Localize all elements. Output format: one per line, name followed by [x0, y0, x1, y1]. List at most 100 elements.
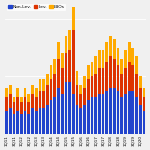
Bar	[31, 85, 34, 94]
Bar	[143, 111, 145, 134]
Bar	[50, 65, 52, 79]
Bar	[143, 97, 145, 111]
Bar	[24, 97, 26, 111]
Bar	[20, 97, 23, 102]
Bar	[46, 105, 49, 134]
Bar	[117, 65, 119, 91]
Bar	[83, 76, 86, 88]
Bar	[27, 94, 30, 102]
Bar	[57, 59, 60, 88]
Bar	[98, 68, 101, 94]
Bar	[57, 88, 60, 134]
Bar	[109, 88, 112, 134]
Bar	[91, 62, 93, 76]
Bar	[79, 94, 82, 108]
Bar	[20, 102, 23, 114]
Bar	[87, 99, 90, 134]
Bar	[105, 42, 108, 62]
Bar	[139, 76, 142, 88]
Bar	[105, 91, 108, 134]
Bar	[83, 105, 86, 134]
Bar	[39, 108, 41, 134]
Bar	[128, 42, 130, 62]
Bar	[31, 94, 34, 108]
Bar	[139, 88, 142, 105]
Bar	[117, 48, 119, 65]
Bar	[5, 111, 8, 134]
Bar	[135, 74, 138, 97]
Bar	[5, 88, 8, 97]
Bar	[91, 97, 93, 134]
Bar	[42, 91, 45, 108]
Bar	[117, 91, 119, 134]
Bar	[50, 79, 52, 99]
Bar	[72, 94, 75, 134]
Bar	[13, 114, 15, 134]
Bar	[53, 59, 56, 74]
Bar	[24, 111, 26, 134]
Bar	[13, 97, 15, 102]
Bar	[131, 91, 134, 134]
Bar	[64, 82, 67, 134]
Bar	[31, 108, 34, 134]
Bar	[13, 102, 15, 114]
Bar	[72, 30, 75, 94]
Bar	[128, 91, 130, 134]
Bar	[9, 108, 12, 134]
Bar	[42, 79, 45, 91]
Bar	[102, 68, 105, 94]
Bar	[94, 97, 97, 134]
Bar	[35, 111, 38, 134]
Bar	[9, 85, 12, 94]
Bar	[64, 36, 67, 53]
Bar	[105, 62, 108, 91]
Bar	[113, 88, 116, 134]
Bar	[53, 97, 56, 134]
Legend: Non-Lev., Lev., LBOs: Non-Lev., Lev., LBOs	[7, 4, 66, 11]
Bar	[61, 68, 64, 94]
Bar	[61, 53, 64, 68]
Bar	[68, 50, 71, 82]
Bar	[128, 62, 130, 91]
Bar	[94, 74, 97, 97]
Bar	[124, 50, 127, 68]
Bar	[139, 105, 142, 134]
Bar	[16, 111, 19, 134]
Bar	[79, 108, 82, 134]
Bar	[131, 48, 134, 65]
Bar	[50, 99, 52, 134]
Bar	[57, 42, 60, 59]
Bar	[79, 85, 82, 94]
Bar	[87, 79, 90, 99]
Bar	[143, 88, 145, 97]
Bar	[109, 56, 112, 88]
Bar	[120, 74, 123, 97]
Bar	[16, 88, 19, 97]
Bar	[16, 97, 19, 111]
Bar	[35, 97, 38, 111]
Bar	[27, 114, 30, 134]
Bar	[94, 56, 97, 74]
Bar	[46, 85, 49, 105]
Bar	[61, 94, 64, 134]
Bar	[72, 7, 75, 30]
Bar	[24, 88, 26, 97]
Bar	[5, 97, 8, 111]
Bar	[102, 50, 105, 68]
Bar	[39, 91, 41, 108]
Bar	[20, 114, 23, 134]
Bar	[42, 108, 45, 134]
Bar	[46, 74, 49, 85]
Bar	[9, 94, 12, 108]
Bar	[27, 102, 30, 114]
Bar	[120, 59, 123, 74]
Bar	[83, 88, 86, 105]
Bar	[39, 79, 41, 91]
Bar	[113, 59, 116, 88]
Bar	[76, 71, 78, 85]
Bar	[53, 74, 56, 97]
Bar	[91, 76, 93, 97]
Bar	[64, 53, 67, 82]
Bar	[98, 50, 101, 68]
Bar	[68, 82, 71, 134]
